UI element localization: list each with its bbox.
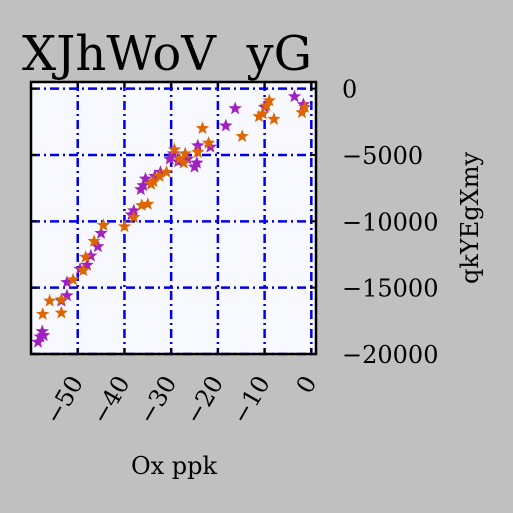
data-point bbox=[191, 138, 205, 152]
chart-title: XJhWoV yG bbox=[22, 26, 312, 82]
data-point bbox=[287, 89, 302, 103]
data-point bbox=[33, 329, 47, 343]
data-point bbox=[262, 93, 276, 107]
data-point bbox=[117, 219, 132, 233]
data-point bbox=[96, 218, 111, 231]
data-point bbox=[127, 210, 141, 223]
data-point bbox=[228, 101, 242, 115]
plot-area bbox=[31, 82, 316, 354]
data-point bbox=[87, 234, 101, 247]
y-tick-label: −5000 bbox=[342, 142, 423, 170]
data-point bbox=[267, 112, 281, 125]
data-point bbox=[167, 142, 182, 156]
y-tick-label: −15000 bbox=[342, 275, 438, 303]
data-point bbox=[195, 121, 210, 135]
data-point bbox=[146, 174, 161, 188]
x-tick-label: −40 bbox=[86, 371, 136, 429]
data-series bbox=[31, 89, 312, 348]
data-point bbox=[159, 165, 174, 178]
data-point bbox=[60, 288, 74, 302]
y-axis-label: qkYEgXmy bbox=[456, 152, 484, 284]
data-point bbox=[177, 155, 191, 169]
y-tick-label: −10000 bbox=[342, 208, 438, 236]
data-point bbox=[172, 151, 187, 165]
data-point bbox=[152, 169, 167, 182]
data-point bbox=[235, 129, 249, 143]
data-point bbox=[94, 226, 108, 239]
data-point bbox=[178, 146, 192, 160]
data-point bbox=[76, 263, 90, 277]
plot-frame bbox=[29, 80, 318, 356]
data-point bbox=[66, 272, 80, 286]
data-point bbox=[190, 155, 204, 169]
data-point bbox=[296, 97, 311, 111]
data-point bbox=[36, 328, 51, 342]
x-tick-label: −20 bbox=[180, 371, 230, 429]
data-point bbox=[79, 250, 93, 263]
data-point bbox=[135, 198, 149, 212]
data-point bbox=[54, 292, 69, 306]
y-tick-label: −20000 bbox=[342, 341, 438, 369]
data-point bbox=[127, 203, 141, 217]
data-point bbox=[141, 197, 155, 210]
data-point bbox=[31, 335, 45, 348]
data-point bbox=[180, 151, 195, 165]
data-point bbox=[219, 118, 233, 132]
data-point bbox=[191, 145, 205, 158]
data-point bbox=[201, 136, 216, 149]
data-point bbox=[36, 307, 50, 320]
data-point bbox=[80, 258, 94, 271]
x-axis-label: Ox ppk bbox=[131, 452, 218, 480]
grid-lines bbox=[31, 82, 316, 356]
y-tick-label: 0 bbox=[342, 76, 357, 104]
data-point bbox=[153, 165, 168, 178]
x-tick-label: −50 bbox=[39, 371, 89, 429]
data-point bbox=[43, 293, 57, 307]
data-point bbox=[136, 178, 150, 192]
data-point bbox=[298, 100, 312, 113]
x-tick-label: 0 bbox=[291, 371, 323, 398]
data-point bbox=[35, 324, 49, 338]
data-point bbox=[60, 275, 74, 289]
data-point bbox=[54, 305, 69, 319]
x-tick-label: −30 bbox=[133, 371, 183, 429]
x-tick-label: −10 bbox=[226, 371, 276, 429]
data-point bbox=[256, 106, 270, 120]
data-point bbox=[252, 109, 266, 123]
data-point bbox=[138, 171, 153, 185]
